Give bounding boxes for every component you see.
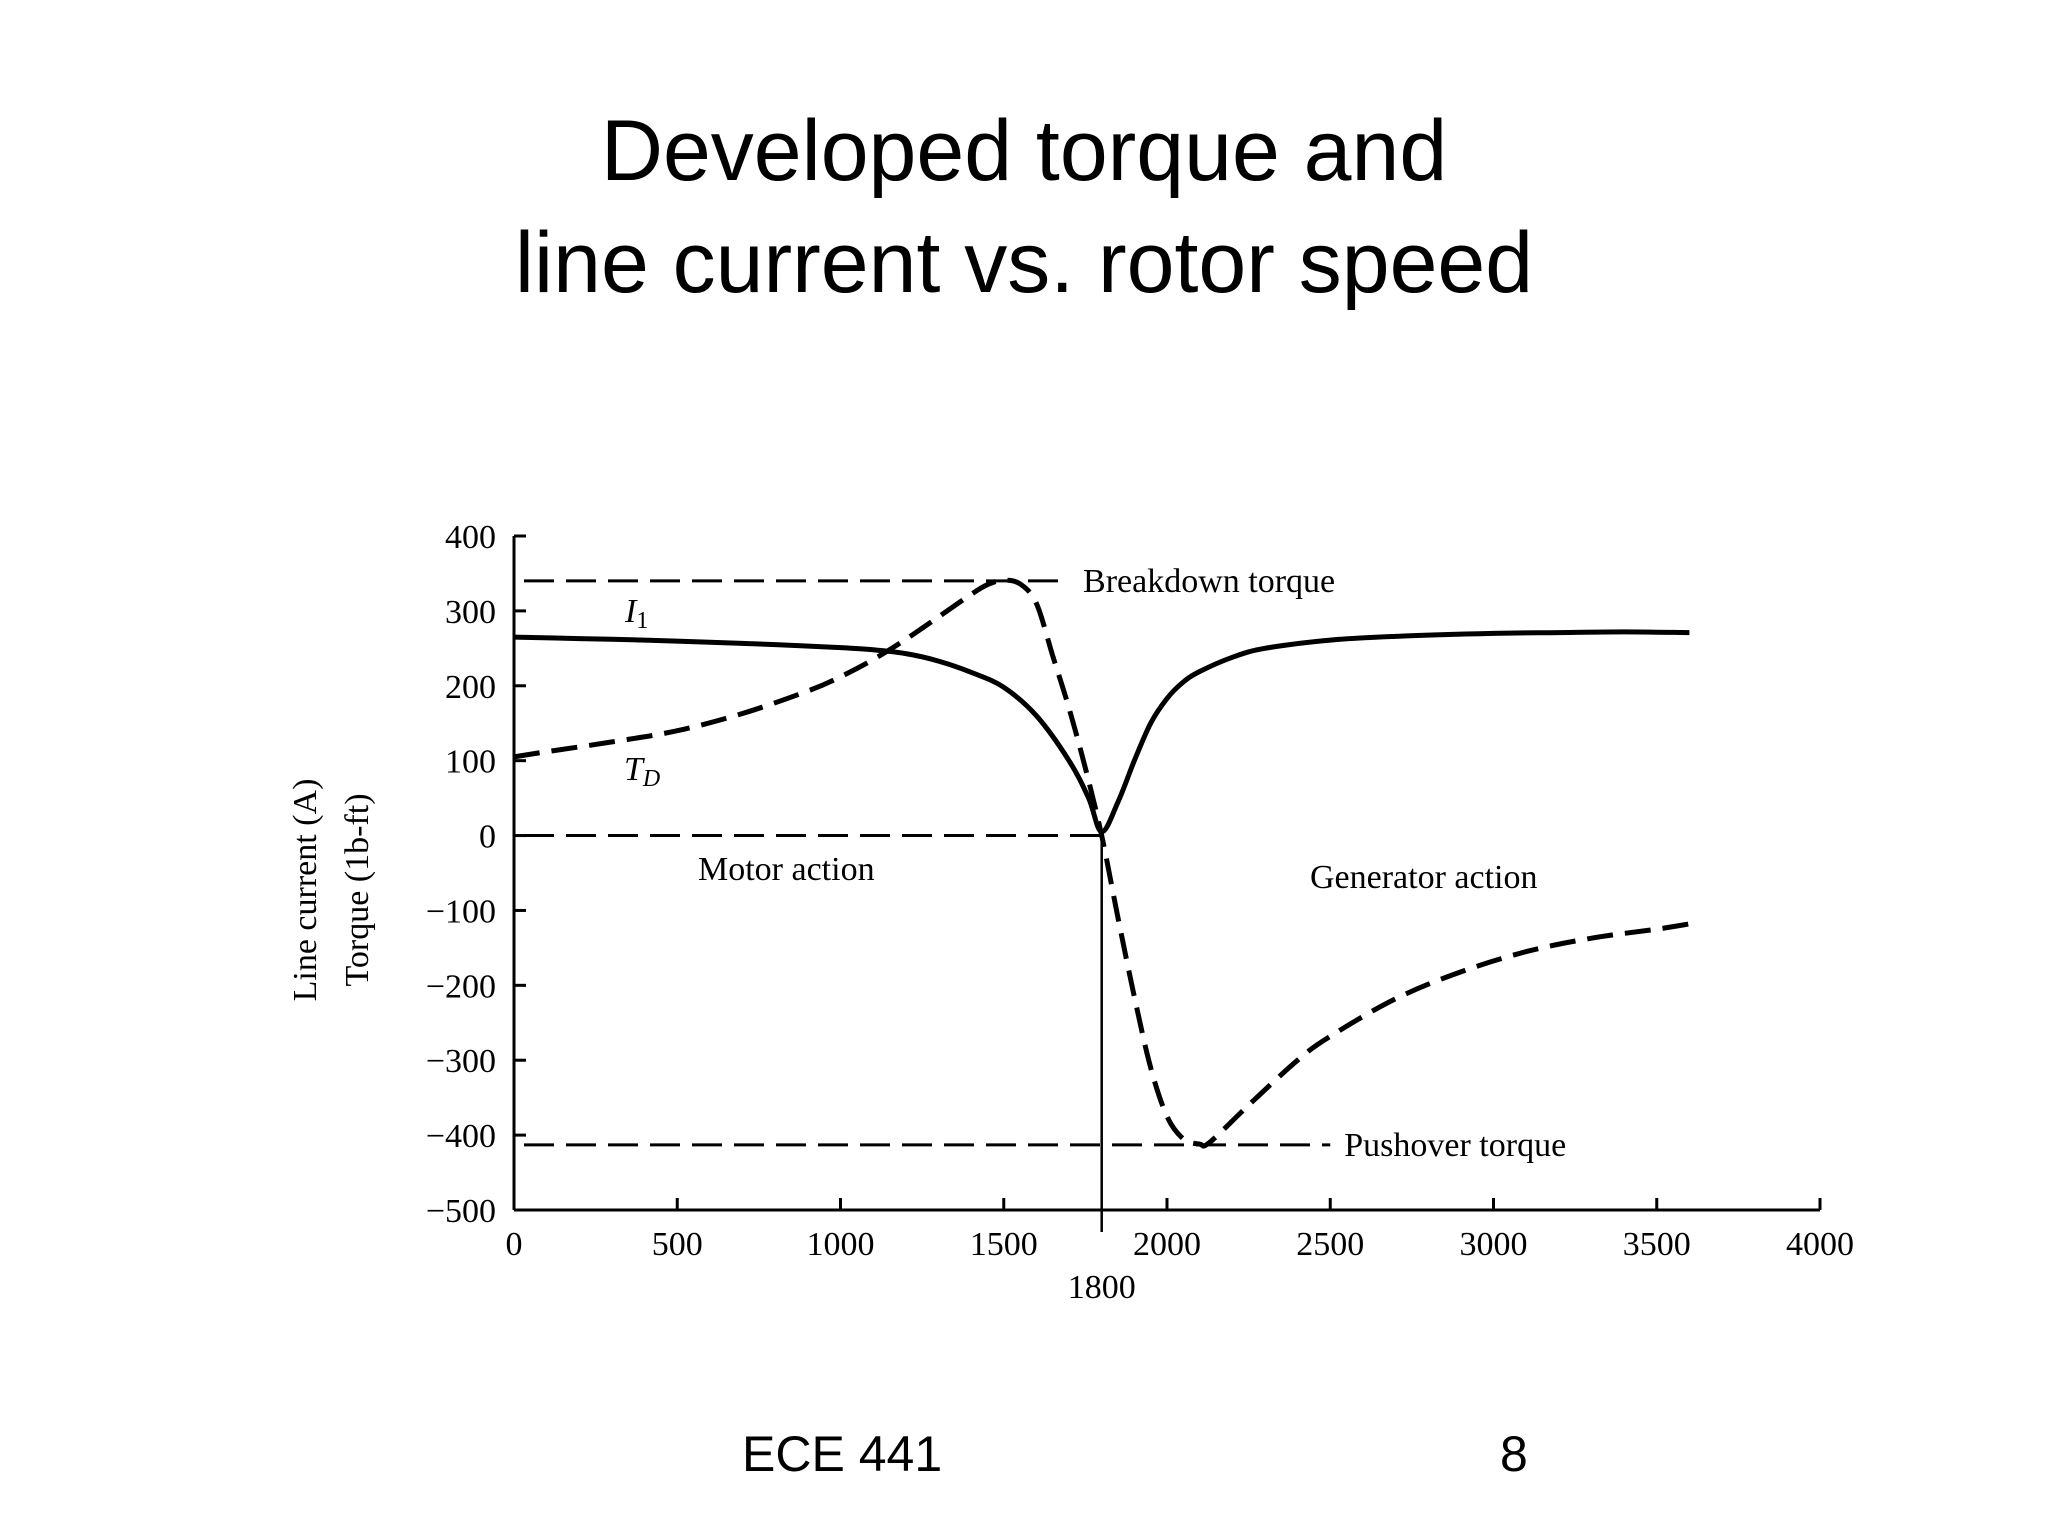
footer-page-number: 8 [1500,1426,1528,1482]
x-tick-label: 2000 [1133,1226,1201,1263]
x-tick-label: 1500 [970,1226,1038,1263]
y-tick-label: 300 [445,594,496,631]
x-tick-label: 3500 [1623,1226,1691,1263]
y-tick-label: −400 [426,1118,496,1155]
slide-title: Developed torque and line current vs. ro… [0,95,2048,319]
x-tick-label: 500 [652,1226,703,1263]
series-layer: Breakdown torque Pushover torque [513,563,1690,1164]
y-tick-label: −200 [426,968,496,1005]
x-tick-label: 2500 [1296,1226,1364,1263]
y-tick-label: 200 [445,669,496,706]
y-tick-label: −300 [426,1043,496,1080]
reference-line-label: Pushover torque [1344,1127,1566,1164]
generator-action-label: Generator action [1310,859,1538,896]
td-series-label-sub: D [642,766,660,792]
y-tick-label: 0 [479,819,496,856]
x-tick-label: 3000 [1460,1226,1528,1263]
td-series-label: TD [624,751,660,792]
y-tick-label: −100 [426,893,496,930]
slide-title-line-1: Developed torque and [600,103,1448,199]
slide-title-line-2: line current vs. rotor speed [514,215,1534,311]
y-axis-label-line-2: Torque (1b-ft) [339,793,376,986]
y-tick-label: 100 [445,744,496,781]
x-tick-label: 4000 [1786,1226,1854,1263]
sync-speed-label: 1800 [1068,1269,1136,1306]
footer-course: ECE 441 [742,1426,943,1482]
motor-action-label: Motor action [698,851,875,888]
y-tick-label: −500 [426,1193,496,1230]
i1-series-label: I1 [624,593,648,634]
i1-series-label-main: I [624,593,638,630]
reference-line-label: Breakdown torque [1083,563,1335,600]
series-line-i1 [513,629,1690,835]
y-axis-label-line-1: Line current (A) [287,779,324,1002]
td-series-label-main: T [624,751,645,788]
series-line-td [513,577,1690,1149]
i1-series-label-sub: 1 [636,608,648,634]
x-tick-label: 1000 [807,1226,875,1263]
annotation-layer: Line current (A) Torque (1b-ft) Motor ac… [287,593,1538,1001]
x-tick-label: 0 [506,1226,523,1263]
y-tick-label: 400 [445,519,496,556]
